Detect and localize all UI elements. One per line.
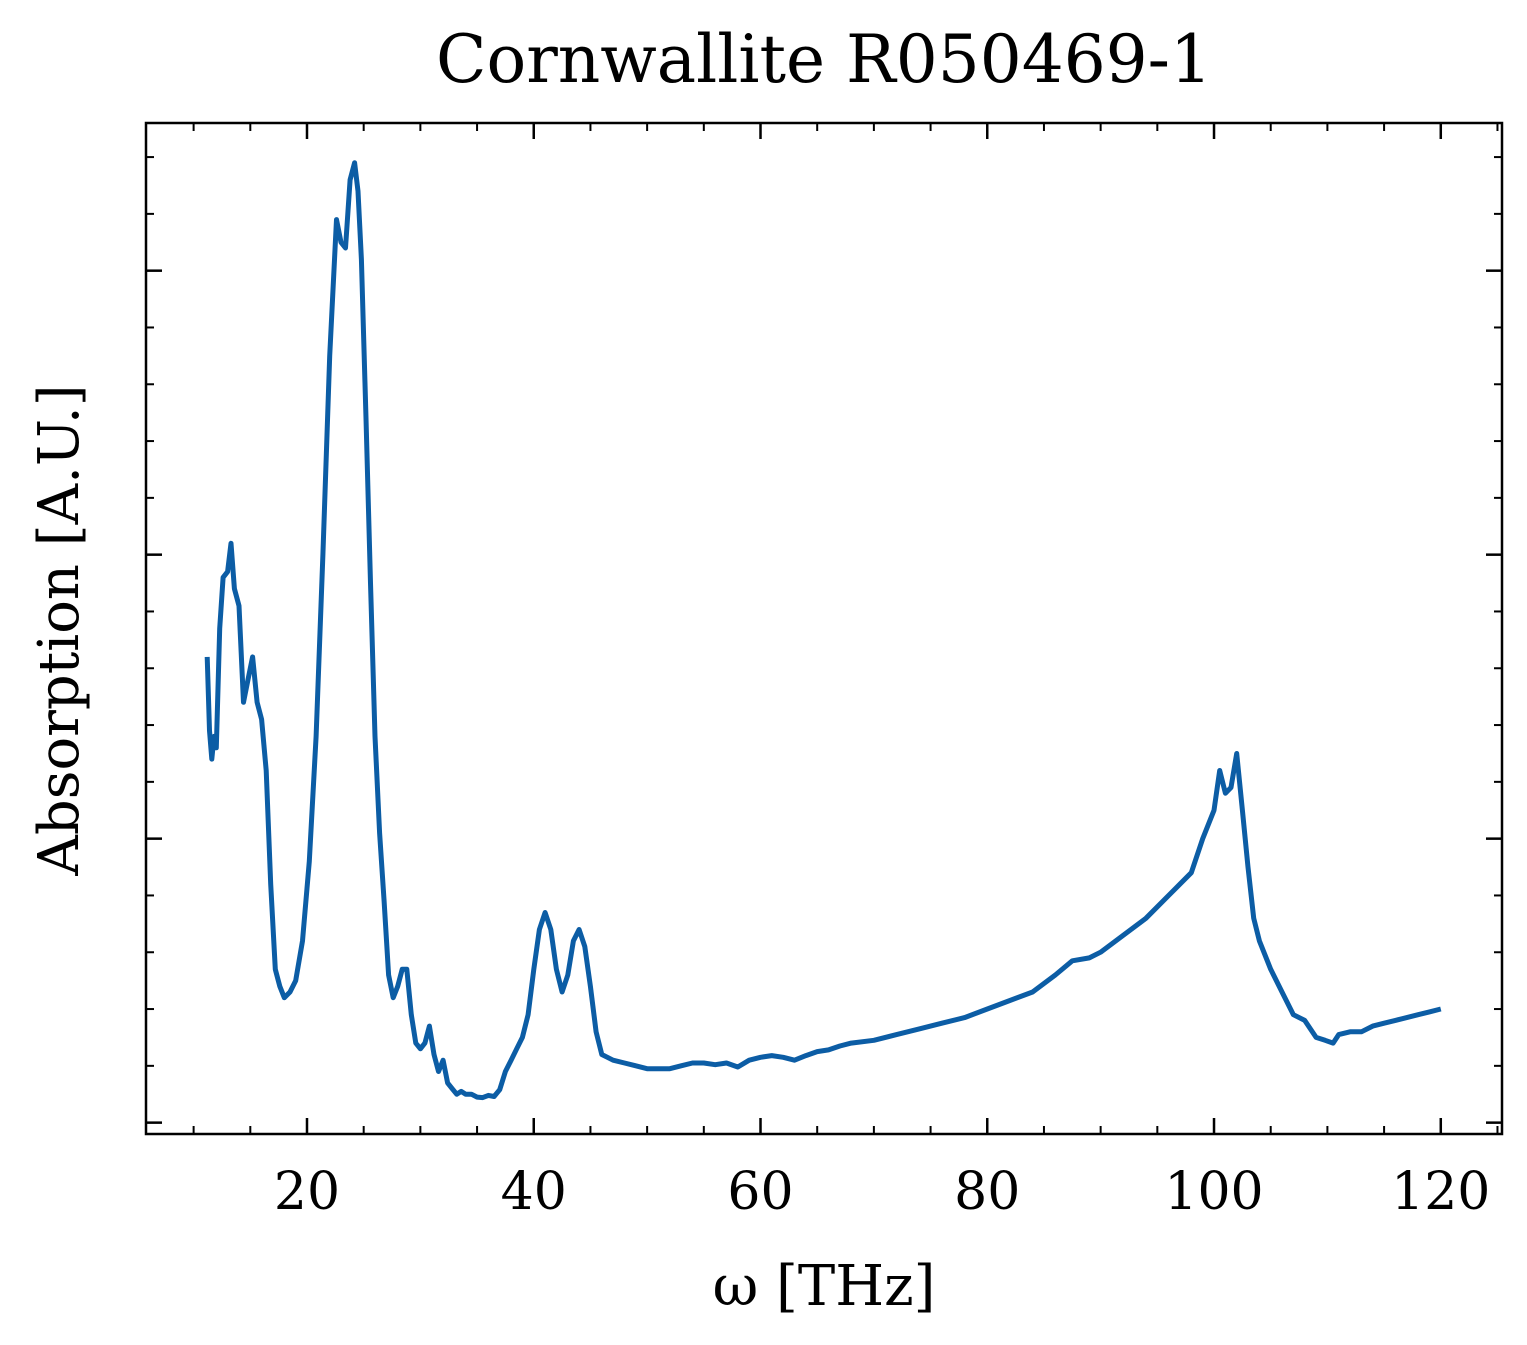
plot-frame — [144, 121, 1504, 1136]
series-line — [204, 160, 1442, 1101]
x-tick-label: 20 — [274, 1162, 340, 1222]
chart-title: Cornwallite R050469-1 — [436, 21, 1212, 98]
x-tick-label: 80 — [954, 1162, 1020, 1222]
x-axis-label: ω [THz] — [713, 1254, 936, 1319]
series-layer — [204, 160, 1442, 1101]
x-tick-label: 40 — [501, 1162, 567, 1222]
y-axis-label: Absorption [A.U.] — [27, 384, 92, 876]
x-tick-label: 120 — [1391, 1162, 1490, 1222]
x-tick-label: 100 — [1164, 1162, 1263, 1222]
ticks-layer: 20 40 60 80 100 120 — [146, 123, 1502, 1222]
x-tick-label: 60 — [727, 1162, 793, 1222]
